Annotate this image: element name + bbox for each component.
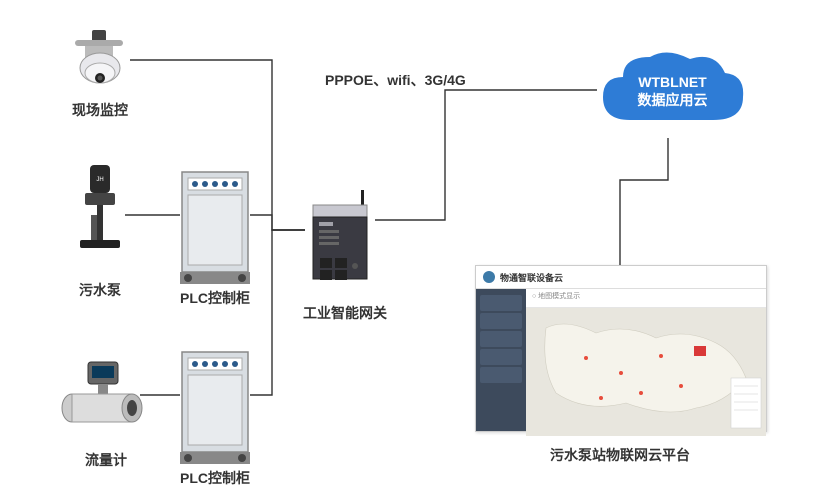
camera-device [70,30,130,90]
camera-label: 现场监控 [65,100,135,120]
cloud-line2: 数据应用云 [595,91,750,109]
gateway-label: 工业智能网关 [295,303,395,323]
flowmeter-device [60,360,145,425]
plc-cabinet-2 [180,350,250,465]
platform-screenshot: 物通智联设备云 ○ 地图模式显示 [475,265,765,430]
flowmeter-label: 流量计 [78,450,134,470]
connection-label: PPPOE、wifi、3G/4G [325,70,466,90]
gateway-device [305,190,375,290]
cabinet2-label: PLC控制柜 [175,468,255,488]
cabinet1-label: PLC控制柜 [175,288,255,308]
platform-label: 污水泵站物联网云平台 [520,445,720,465]
plc-cabinet-1 [180,170,250,285]
pump-label: 污水泵 [72,280,128,300]
cloud: WTBLNET 数据应用云 [595,45,750,135]
platform-title: 物通智联设备云 [500,271,563,284]
cloud-line1: WTBLNET [595,73,750,91]
svg-text:JH: JH [96,177,103,183]
pump-device: JH [75,165,125,250]
